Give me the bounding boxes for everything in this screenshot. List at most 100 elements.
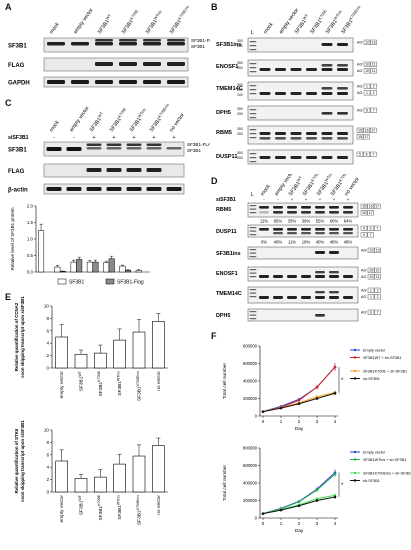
gene-label-b: RBM5: [216, 130, 232, 136]
band-c: [46, 187, 62, 191]
gel-band-d: [315, 211, 325, 214]
blot-strip-a: [43, 37, 189, 53]
band-c: [146, 187, 162, 191]
row-label-a: GAPDH: [8, 81, 30, 87]
f-bottom-series-line: [262, 473, 336, 515]
bar-c: [38, 230, 45, 273]
gel-strip-d: [247, 308, 359, 322]
gel-band-d: [315, 206, 325, 209]
ladder-band-b: [249, 85, 257, 87]
band-a: [119, 62, 137, 66]
gel-strip-d: [247, 286, 359, 304]
f-top-legend-marker: [353, 356, 357, 359]
size-label-b: 200: [237, 88, 243, 92]
f-bottom-x-axis-title: Day: [295, 528, 304, 534]
bar-c: [59, 271, 66, 273]
isoform-b-exon-number: 10: [365, 69, 369, 73]
isoform-d-exon-box: [367, 287, 375, 293]
f-top-y-axis-title: Total cell number: [222, 362, 228, 399]
y-tick-label-c: 1.5: [27, 220, 34, 225]
ladder-band-d: [249, 269, 257, 271]
pct-rbm5-d: 39%: [302, 219, 311, 224]
sirow-label-c: siSF3B1: [8, 135, 29, 141]
gene-label-b: DPH5: [216, 110, 231, 116]
f-bottom-y-tick-label: 0: [255, 516, 258, 521]
e-bottom-y-axis-title: Relative quantification of STK6: [14, 428, 19, 493]
isoform-b-exon-number: 7: [373, 109, 375, 113]
isoform-d-junction-label: AG': [361, 311, 367, 315]
f-bottom-x-tick-label: 0: [262, 521, 265, 526]
gel-band-d: [315, 232, 325, 235]
panel-label-e: E: [5, 292, 12, 302]
e-bottom-bar: [55, 460, 68, 493]
gel-strip-d: [247, 266, 359, 282]
isoform-b-junction-label: AG: [357, 91, 363, 95]
row-label-a: FLAG: [8, 63, 25, 69]
lane-label-c: no vector: [169, 112, 186, 133]
f-bottom-legend-marker: [353, 458, 357, 461]
isoform-d-exon-number: 11: [376, 269, 380, 273]
ladder-band-d: [249, 272, 257, 274]
ladder-band-d: [249, 289, 257, 291]
lane-label-d: no vector: [344, 176, 361, 197]
pct-rbm5-d: 65%: [274, 219, 283, 224]
isoform-d-exon-box: [367, 267, 375, 273]
gene-label-d: RBM5: [216, 207, 231, 213]
gel-band-d: [329, 206, 339, 209]
isoform-b-exon-number: 1: [366, 85, 368, 89]
ladder-band-d: [249, 314, 257, 316]
isoform-b-exon-box: [363, 107, 371, 113]
isoform-b-exon-box: [363, 134, 370, 140]
ladder-label-b: L: [251, 30, 254, 36]
band-c: [106, 168, 122, 172]
isoform-b-exon-number: 2: [373, 91, 375, 95]
f-top-legend-label: SF3B1K700E + sh-SF3B1: [363, 370, 407, 374]
pct-dusp11-d: 49%: [274, 240, 283, 245]
legend-swatch-c: [57, 278, 67, 285]
isoform-b-junction-label: AG': [357, 109, 363, 113]
lane-label-b: SF3B1K700Eins: [340, 5, 364, 35]
e-bottom-y-tick-label: 6: [46, 452, 49, 457]
e-bottom-y-tick-label: 10: [44, 428, 50, 433]
isoform-d-exon-number: 13: [376, 249, 380, 253]
e-bottom-x-tick-label: no vector: [156, 495, 162, 515]
ladder-band-b: [249, 67, 257, 69]
f-top-point: [261, 410, 265, 413]
gene-label-d: ENOSF1: [216, 271, 238, 277]
isoform-d-exon-number: 1: [370, 295, 372, 299]
e-top-x-tick-label: empty vector: [59, 371, 65, 399]
f-top-legend-label: sh-SF3B1: [363, 377, 380, 381]
isoform-b-exon-number: 17: [365, 135, 369, 139]
isoform-b-exon-number: 15: [358, 129, 362, 133]
e-bottom-bar: [113, 463, 126, 493]
gel-band-b: [290, 156, 302, 159]
lane-label-c: empty vector: [69, 105, 91, 133]
band-a: [95, 42, 113, 46]
f-bottom-point: [261, 512, 265, 515]
lane-label-a: empty vector: [73, 7, 95, 35]
y-tick-label-c: 1.0: [27, 237, 34, 242]
gene-label-b: DUSP11: [216, 154, 237, 160]
sirow-mark-c: +: [173, 135, 176, 141]
panel-f-growth-curves: 0 200000 400000 600000 800000 0 1 2 3 4 Day Total c…: [222, 344, 411, 535]
e-top-bar: [94, 352, 107, 369]
isoform-d-exon-box: [367, 225, 374, 231]
gel-band-b: [321, 156, 333, 159]
band-c: [126, 143, 142, 146]
ladder-band-d: [249, 292, 257, 294]
gel-band-b: [259, 92, 271, 95]
ladder-band-d: [249, 205, 257, 207]
e-bottom-y-tick-label: 4: [46, 465, 49, 470]
gel-band-d: [301, 206, 311, 209]
isoform-d-junction-label: AG': [361, 269, 367, 273]
gel-band-b: [290, 68, 302, 71]
e-top-y-tick-label: 2: [46, 353, 49, 358]
sirow-mark-d: +: [347, 197, 350, 202]
pct-dusp11-d: 11%: [288, 240, 296, 245]
gel-band-d: [287, 275, 297, 278]
bar-c: [108, 258, 115, 273]
isoform-b-exon-box: [356, 151, 364, 157]
isoform-d-exon-number: 5: [363, 233, 365, 237]
isoform-d-exon-number: 10: [369, 269, 373, 273]
